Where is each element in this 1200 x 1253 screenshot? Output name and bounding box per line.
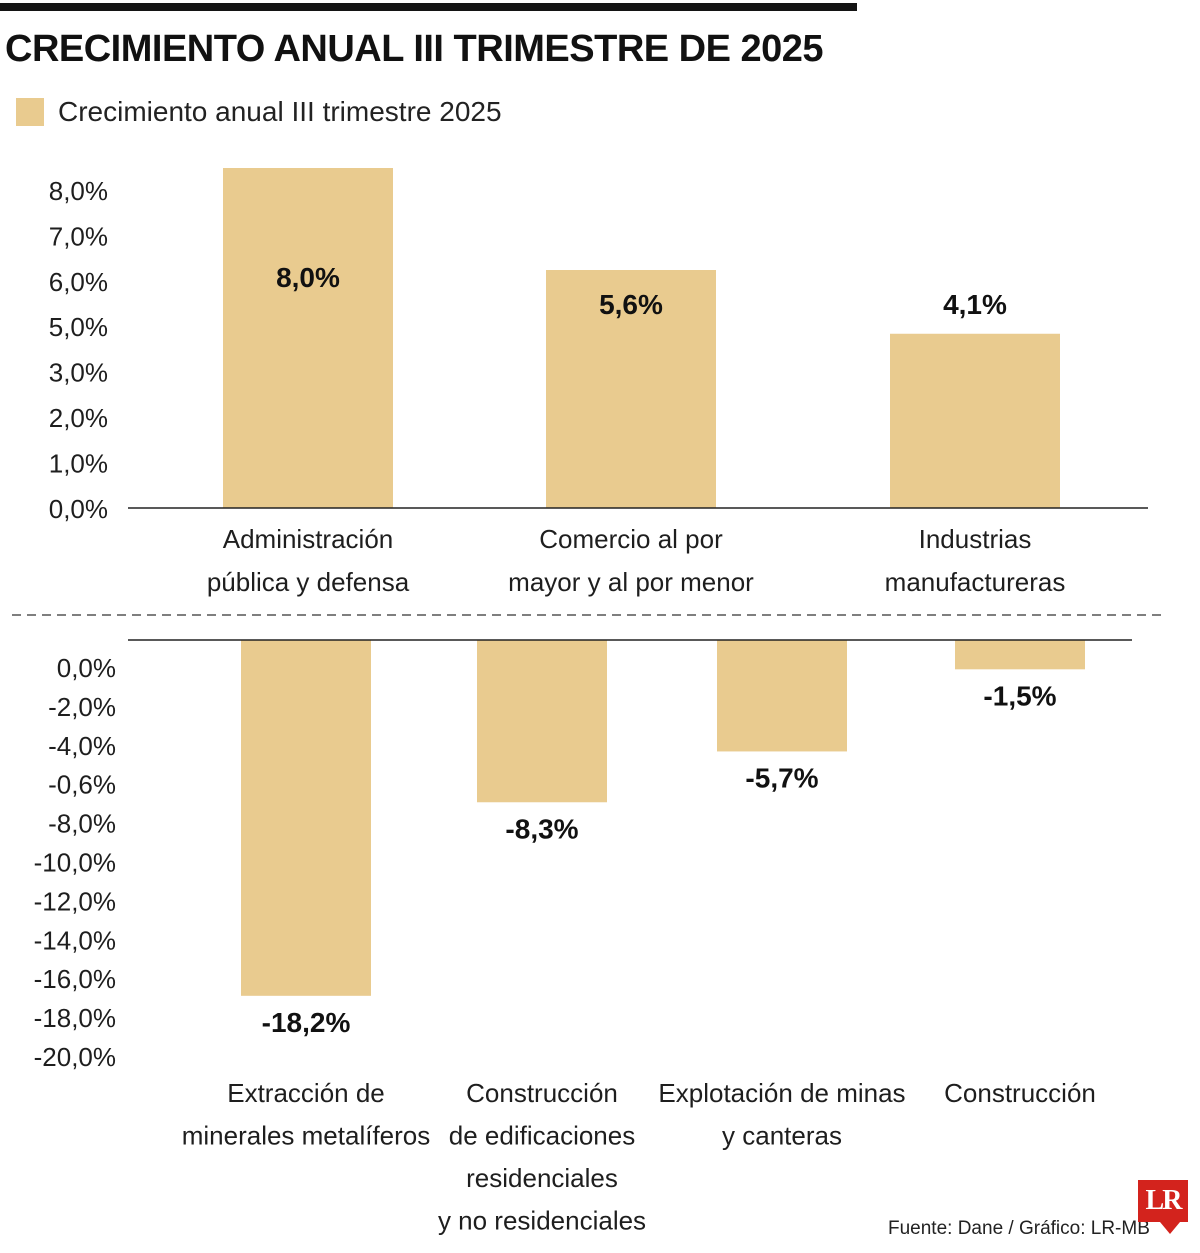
y-tick-label: -4,0%: [48, 731, 116, 761]
y-tick-label: -16,0%: [34, 964, 116, 994]
y-tick-label: 8,0%: [49, 176, 108, 206]
y-tick-label: 5,0%: [49, 312, 108, 342]
y-tick-label: 1,0%: [49, 448, 108, 478]
category-label: Extracción de minerales metalíferos: [182, 1078, 431, 1151]
category-label: Construcción: [944, 1078, 1096, 1108]
category-label: Comercio al por mayor y al por menor: [508, 524, 754, 597]
bar: [717, 640, 847, 752]
data-label: -18,2%: [262, 1007, 351, 1038]
y-tick-label: -14,0%: [34, 925, 116, 955]
y-tick-label: -20,0%: [34, 1042, 116, 1072]
y-tick-label: 0,0%: [49, 494, 108, 524]
data-label: 4,1%: [943, 289, 1007, 320]
category-label: Construcción de edificaciones residenciale…: [438, 1078, 646, 1236]
data-label: -8,3%: [505, 813, 578, 844]
bar: [955, 640, 1085, 670]
bar: [890, 333, 1060, 508]
category-label: Industrias manufactureras: [885, 524, 1066, 597]
data-label: 8,0%: [276, 262, 340, 293]
lr-logo-tail: [1160, 1222, 1180, 1234]
bar: [241, 640, 371, 996]
legend-label: Crecimiento anual III trimestre 2025: [58, 96, 502, 127]
y-tick-label: 0,0%: [57, 653, 116, 683]
source-credit: Fuente: Dane / Gráfico: LR-MB: [888, 1218, 1150, 1239]
lr-logo: LR: [1138, 1180, 1188, 1222]
category-label: Explotación de minas y canteras: [658, 1078, 905, 1151]
bar: [223, 168, 393, 508]
y-tick-label: -12,0%: [34, 886, 116, 916]
data-label: -1,5%: [983, 680, 1056, 711]
negative-growth-panel: 0,0% -2,0% -4,0% -0,6% -8,0% -10,0% -12,0% -14,…: [34, 639, 1132, 1236]
y-tick-label: -18,0%: [34, 1003, 116, 1033]
positive-growth-panel: 8,0% 7,0% 6,0% 5,0% 3,0% 2,0% 1,0% 0,0% 8,0% 5,6%…: [49, 168, 1148, 597]
chart-title: CRECIMIENTO ANUAL III TRIMESTRE DE 2025: [5, 28, 824, 70]
top-rule: [0, 3, 857, 11]
y-tick-label: 7,0%: [49, 221, 108, 251]
y-tick-label: -8,0%: [48, 809, 116, 839]
data-label: 5,6%: [599, 289, 663, 320]
bar: [546, 270, 716, 508]
bar: [477, 640, 607, 803]
y-tick-label: 2,0%: [49, 403, 108, 433]
y-tick-label: -2,0%: [48, 692, 116, 722]
category-label: Administración pública y defensa: [207, 524, 410, 597]
y-tick-label: 3,0%: [49, 358, 108, 388]
y-tick-label: 6,0%: [49, 267, 108, 297]
y-tick-label: -0,6%: [48, 770, 116, 800]
legend: Crecimiento anual III trimestre 2025: [16, 94, 502, 130]
legend-swatch: [16, 98, 44, 126]
data-label: -5,7%: [745, 762, 818, 793]
y-tick-label: -10,0%: [34, 848, 116, 878]
